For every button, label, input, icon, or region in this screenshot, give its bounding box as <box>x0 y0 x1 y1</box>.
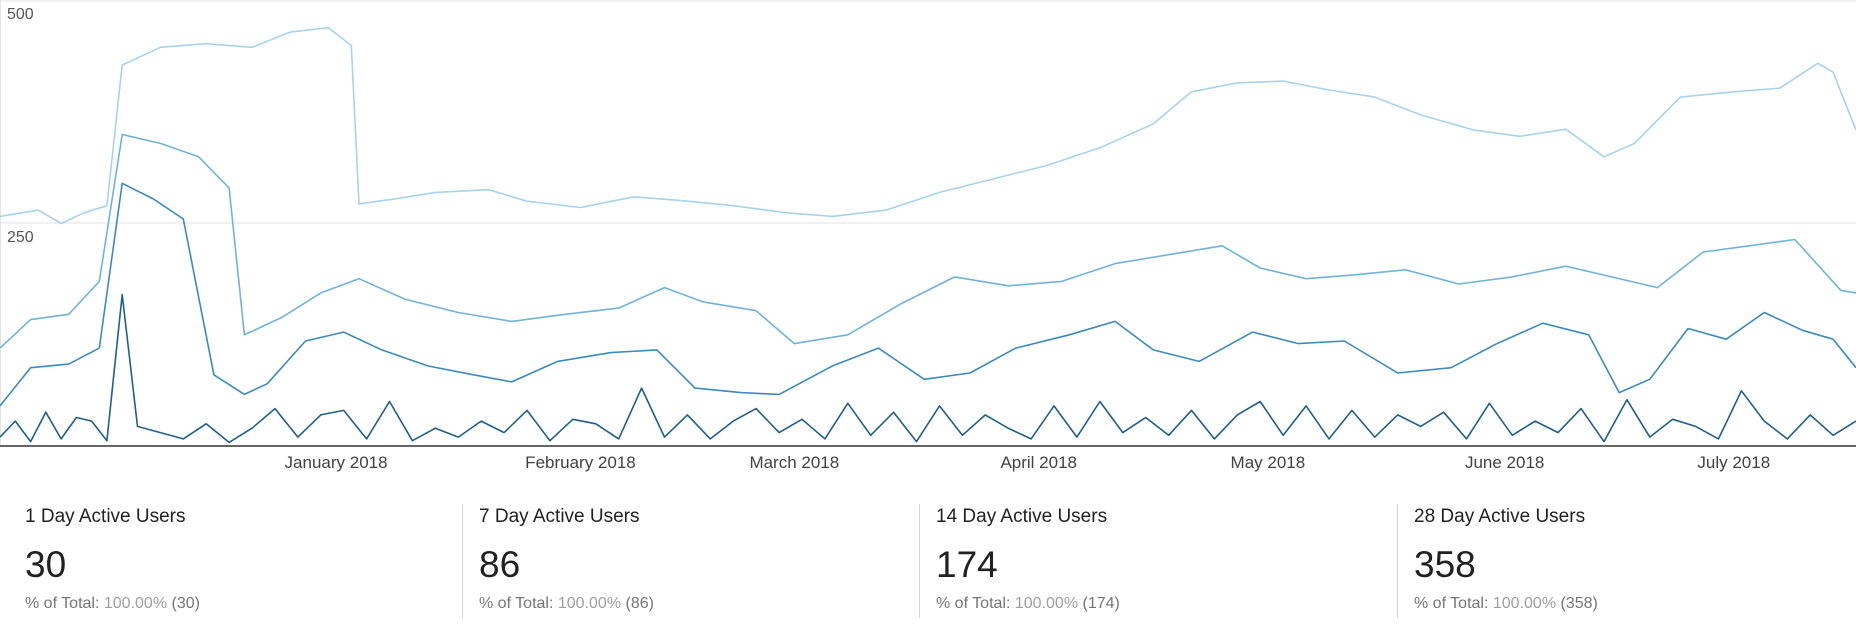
x-tick-label-march: March 2018 <box>749 453 840 472</box>
percent-absolute: (174) <box>1082 595 1120 612</box>
percent-value: 100.00% <box>1492 595 1557 612</box>
metrics-row: 1 Day Active Users 30 % of Total: 100.00… <box>0 496 1856 624</box>
x-tick-label-january: January 2018 <box>284 453 388 472</box>
series-line-7-day-active-users[interactable] <box>0 182 1856 407</box>
y-tick-label-250: 250 <box>7 229 34 246</box>
percent-value: 100.00% <box>557 595 622 612</box>
metric-1-day-active-users[interactable]: 1 Day Active Users 30 % of Total: 100.00… <box>0 504 462 618</box>
metric-7-day-active-users[interactable]: 7 Day Active Users 86 % of Total: 100.00… <box>462 504 920 618</box>
chart-svg <box>0 0 1856 447</box>
metric-title: 14 Day Active Users <box>936 506 1108 527</box>
metric-title: 28 Day Active Users <box>1414 506 1586 527</box>
metric-14-day-active-users[interactable]: 14 Day Active Users 174 % of Total: 100.… <box>919 504 1398 618</box>
percent-value: 100.00% <box>1014 595 1079 612</box>
metric-28-day-active-users[interactable]: 28 Day Active Users 358 % of Total: 100.… <box>1397 504 1856 618</box>
percent-absolute: (86) <box>625 595 654 612</box>
percent-label: % of Total: <box>1414 595 1489 612</box>
x-tick-label-april: April 2018 <box>1000 453 1078 472</box>
y-tick-label-500: 500 <box>7 6 34 23</box>
series-line-14-day-active-users[interactable] <box>0 133 1856 349</box>
metric-title: 1 Day Active Users <box>25 506 186 527</box>
metric-value: 30 <box>25 544 67 585</box>
series-line-28-day-active-users[interactable] <box>0 26 1856 225</box>
metric-title: 7 Day Active Users <box>479 506 640 527</box>
metric-value: 174 <box>936 544 998 585</box>
metric-percent-of-total: % of Total: 100.00% (30) <box>25 594 425 614</box>
x-tick-label-may: May 2018 <box>1230 453 1306 472</box>
series-line-1-day-active-users[interactable] <box>0 293 1856 444</box>
percent-label: % of Total: <box>479 595 554 612</box>
metric-value: 358 <box>1414 544 1476 585</box>
percent-value: 100.00% <box>103 595 168 612</box>
percent-absolute: (30) <box>171 595 200 612</box>
line-chart: 500 250 January 2018 February 2018 March… <box>0 0 1856 472</box>
metric-percent-of-total: % of Total: 100.00% (174) <box>936 594 1336 614</box>
percent-label: % of Total: <box>25 595 100 612</box>
percent-absolute: (358) <box>1560 595 1598 612</box>
x-tick-label-june: June 2018 <box>1464 453 1545 472</box>
x-tick-label-july: July 2018 <box>1697 453 1771 472</box>
metric-percent-of-total: % of Total: 100.00% (358) <box>1414 594 1814 614</box>
percent-label: % of Total: <box>936 595 1011 612</box>
series-group <box>0 26 1856 444</box>
metric-percent-of-total: % of Total: 100.00% (86) <box>479 594 879 614</box>
metric-value: 86 <box>479 544 521 585</box>
x-tick-label-february: February 2018 <box>525 453 636 472</box>
